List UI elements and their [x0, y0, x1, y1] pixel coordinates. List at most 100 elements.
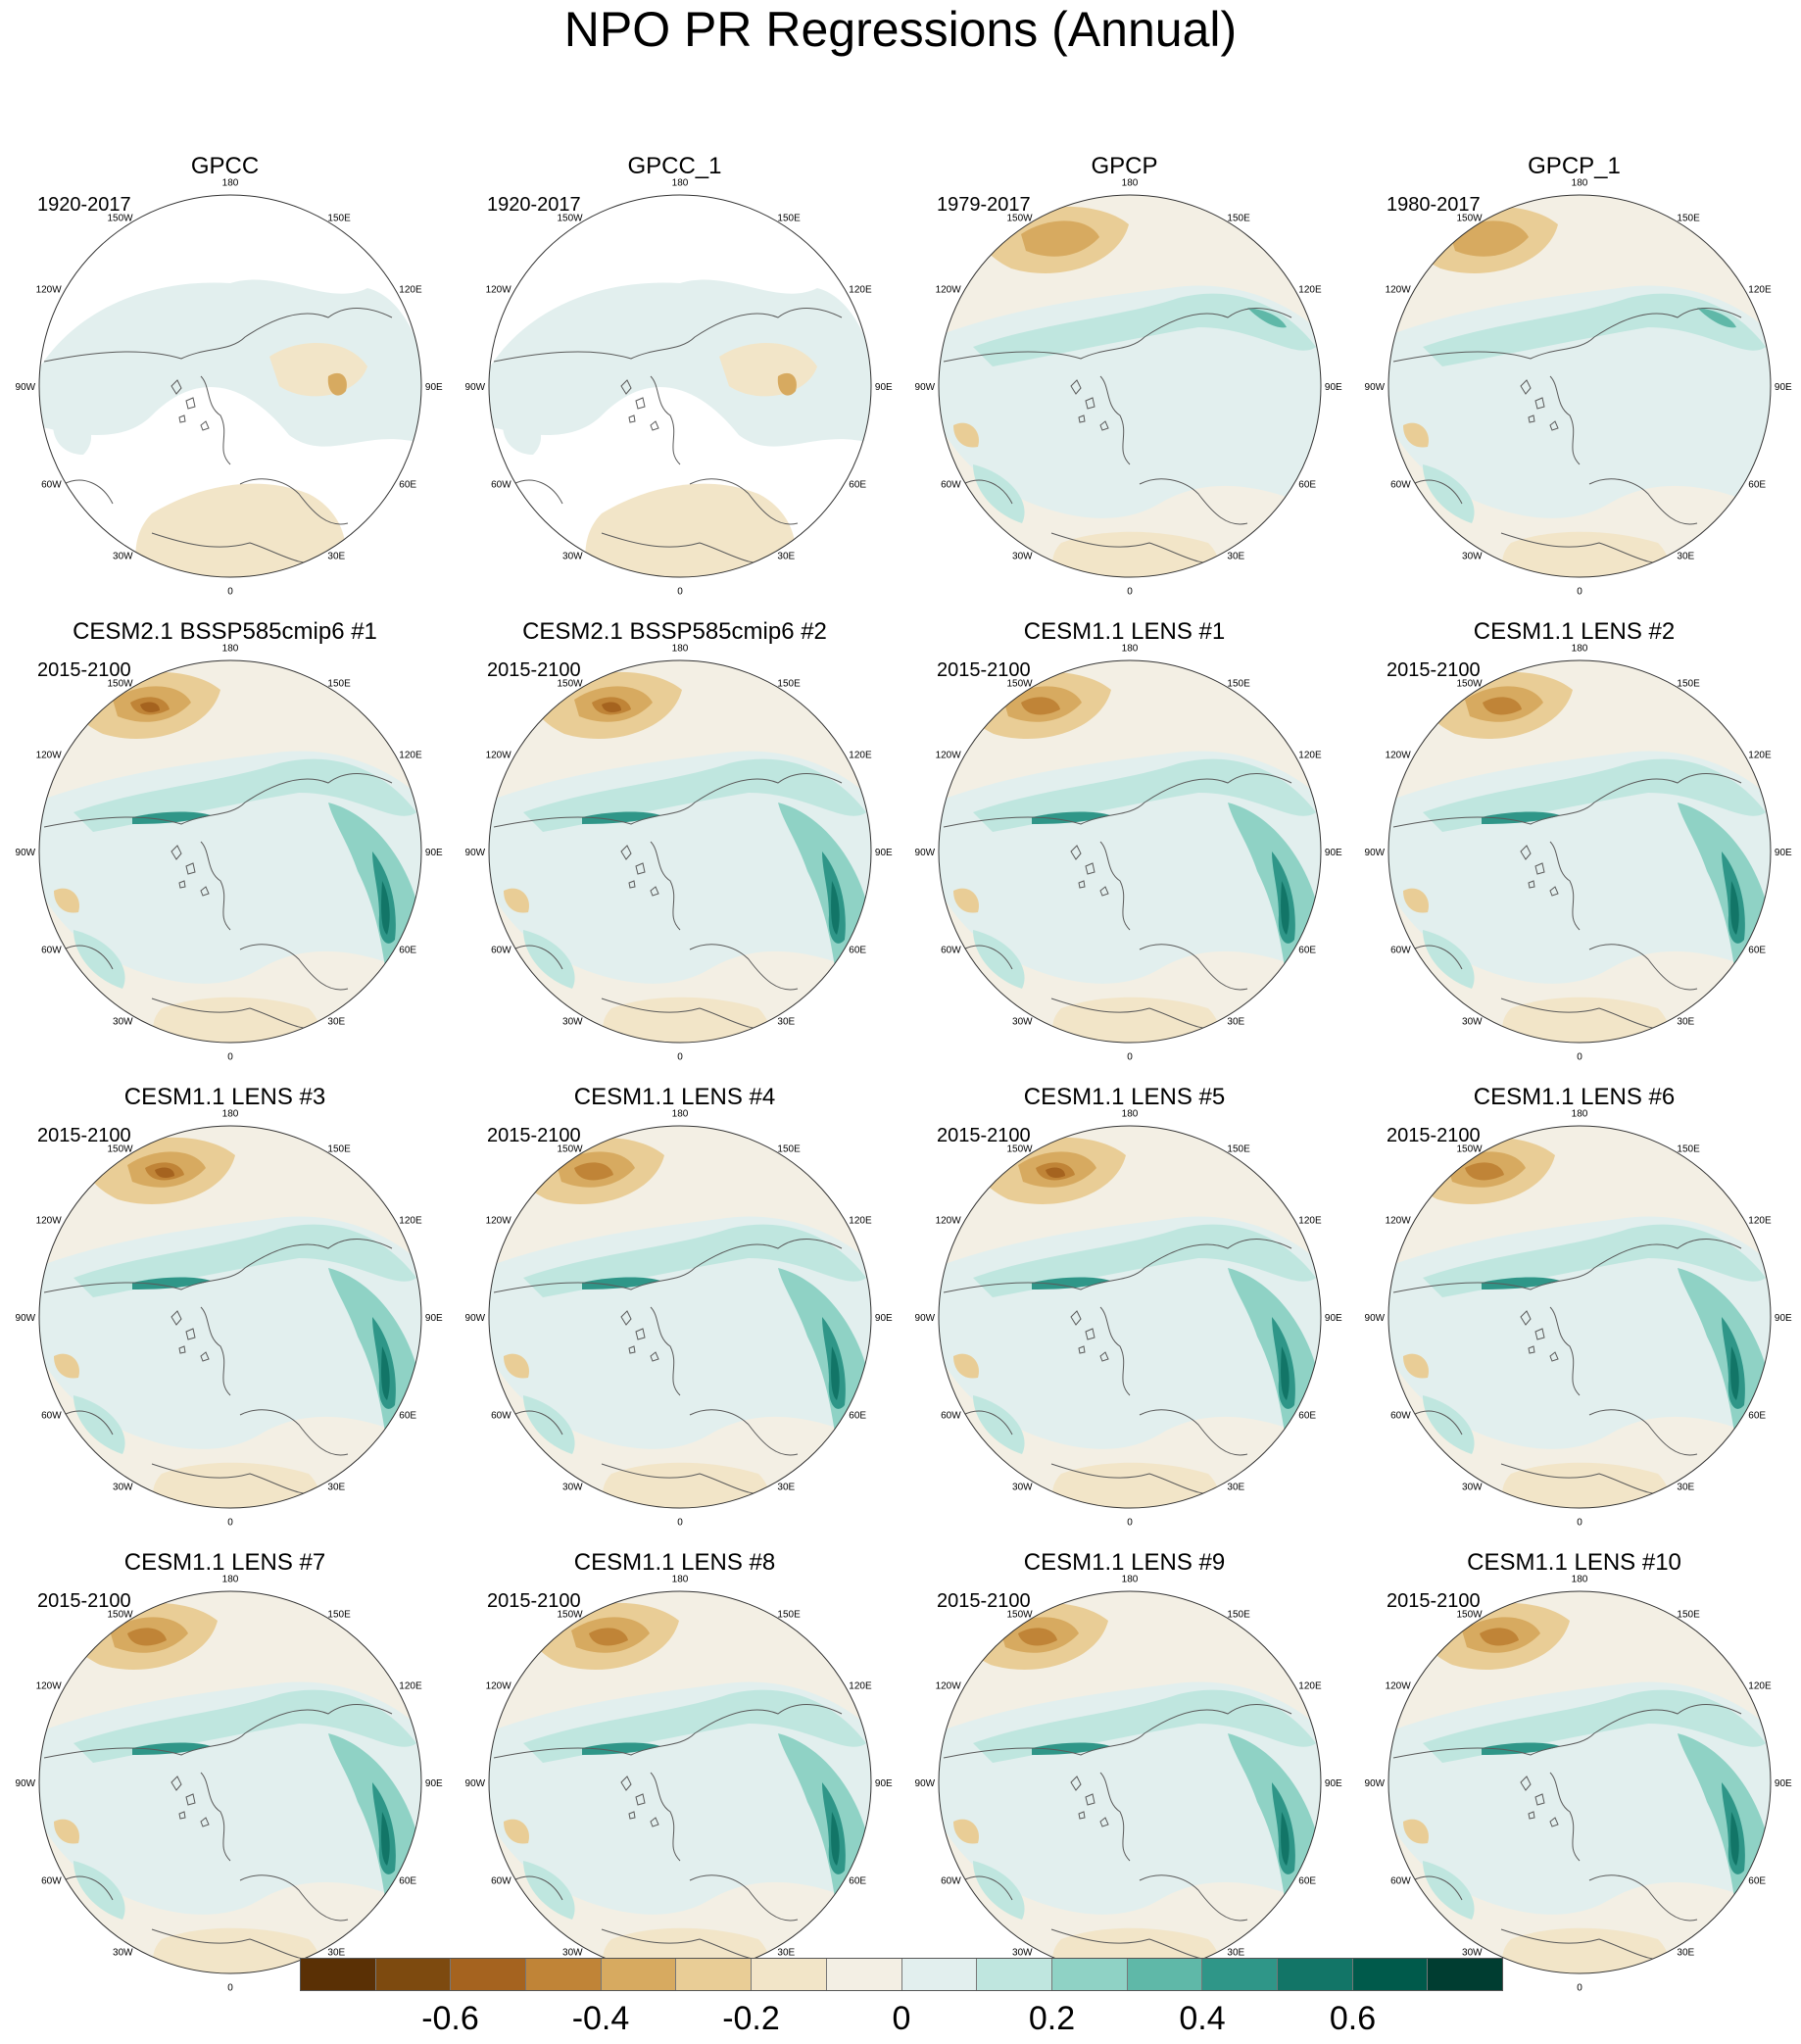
- colorbar-tick-label: -0.6: [421, 2000, 479, 2037]
- map-panel: CESM1.1 LENS #7 180 150W 120W 90W 60W 30W 0 30E 6…: [0, 1455, 450, 1994]
- longitude-label: 0: [677, 1052, 683, 1063]
- colorbar-swatch: [375, 1959, 452, 1990]
- panel-title: GPCP_1: [1528, 153, 1621, 179]
- longitude-label: 90W: [1365, 848, 1386, 858]
- longitude-label: 120E: [1748, 751, 1772, 761]
- longitude-label: 30E: [327, 1947, 345, 1958]
- polar-map: 180 150W 120W 90W 60W 30W 0 30E 60E 90E 120E 150E: [16, 1108, 443, 1528]
- panel-period: 2015-2100: [937, 659, 1031, 681]
- longitude-label: 60W: [491, 946, 511, 956]
- colorbar-swatch: [752, 1959, 827, 1990]
- longitude-label: 90E: [1775, 848, 1792, 858]
- panel-period: 2015-2100: [937, 1125, 1031, 1146]
- longitude-label: 150E: [777, 1144, 801, 1155]
- colorbar-swatch: [1428, 1959, 1502, 1990]
- colorbar-tick-label: 0.6: [1329, 2000, 1377, 2037]
- panel-period: 2015-2100: [487, 1125, 581, 1146]
- colorbar-swatch: [1202, 1959, 1278, 1990]
- polar-map: 180 150W 120W 90W 60W 30W 0 30E 60E 90E 120E 150E: [1365, 643, 1792, 1062]
- longitude-label: 150E: [1227, 679, 1250, 690]
- panel-period: 2015-2100: [487, 1590, 581, 1612]
- longitude-label: 150W: [557, 679, 583, 690]
- longitude-label: 30E: [1677, 1016, 1694, 1027]
- longitude-label: 90E: [875, 382, 893, 393]
- longitude-label: 180: [672, 1574, 689, 1584]
- longitude-label: 60E: [849, 480, 866, 491]
- longitude-label: 120W: [1386, 1681, 1412, 1692]
- colorbar-swatch: [901, 1959, 978, 1990]
- longitude-label: 120E: [849, 751, 872, 761]
- longitude-label: 150E: [327, 679, 351, 690]
- colorbar-tick-label: 0: [892, 2000, 911, 2037]
- colorbar: [300, 1958, 1503, 1991]
- panel-period: 2015-2100: [37, 1590, 131, 1612]
- panel-title: CESM1.1 LENS #3: [123, 1084, 326, 1110]
- longitude-label: 150W: [1006, 1610, 1033, 1621]
- longitude-label: 90W: [465, 1313, 486, 1324]
- longitude-label: 60W: [491, 1411, 511, 1422]
- longitude-label: 90W: [16, 1778, 36, 1789]
- map-panel: CESM1.1 LENS #4 180 150W 120W 90W 60W 30W 0 30E 6…: [450, 990, 900, 1529]
- longitude-label: 60E: [1298, 480, 1316, 491]
- longitude-label: 60W: [941, 946, 961, 956]
- map-panel: GPCP 180 150W 120W 90W 60W 30W 0 30E 60E 90E 120E 15…: [900, 59, 1349, 598]
- longitude-label: 30W: [113, 551, 133, 561]
- longitude-label: 120W: [486, 751, 512, 761]
- longitude-label: 0: [1577, 1983, 1582, 1994]
- colorbar-swatch: [1127, 1959, 1203, 1990]
- longitude-label: 60E: [849, 946, 866, 956]
- longitude-label: 0: [227, 1518, 233, 1529]
- map-panel: CESM1.1 LENS #5 180 150W 120W 90W 60W 30W 0 30E 6…: [900, 990, 1349, 1529]
- longitude-label: 120E: [1298, 285, 1322, 296]
- panel-title: CESM1.1 LENS #4: [573, 1084, 776, 1110]
- longitude-label: 30W: [562, 1482, 583, 1492]
- longitude-label: 60E: [1298, 946, 1316, 956]
- panel-period: 2015-2100: [1387, 659, 1481, 681]
- longitude-label: 60W: [1390, 1411, 1411, 1422]
- panel-title: GPCC: [190, 153, 260, 179]
- colorbar-swatch: [601, 1959, 677, 1990]
- longitude-label: 90W: [16, 382, 36, 393]
- map-panel: GPCC_1 180 150W 120W 90W 60W 30W 0 30E 60E 90E 120E…: [450, 59, 900, 598]
- longitude-label: 90W: [465, 1778, 486, 1789]
- longitude-label: 90W: [1365, 382, 1386, 393]
- panel-title: CESM2.1 BSSP585cmip6 #2: [522, 618, 827, 645]
- panel-period: 1979-2017: [937, 194, 1031, 216]
- longitude-label: 180: [222, 1574, 239, 1584]
- panel-title: CESM1.1 LENS #1: [1023, 618, 1226, 645]
- longitude-label: 150W: [1006, 214, 1033, 224]
- longitude-label: 150W: [557, 1144, 583, 1155]
- longitude-label: 90E: [425, 848, 443, 858]
- colorbar-swatch: [1277, 1959, 1353, 1990]
- longitude-label: 30W: [1462, 1947, 1483, 1958]
- panel-period: 1920-2017: [487, 194, 581, 216]
- panel-period: 2015-2100: [487, 659, 581, 681]
- longitude-label: 0: [227, 587, 233, 598]
- polar-map: 180 150W 120W 90W 60W 30W 0 30E 60E 90E 120E 150E: [915, 643, 1342, 1062]
- longitude-label: 0: [1577, 587, 1582, 598]
- colorbar-swatch: [1352, 1959, 1429, 1990]
- map-panel: CESM1.1 LENS #2 180 150W 120W 90W 60W 30W 0 30E 6…: [1349, 524, 1799, 1063]
- panel-period: 2015-2100: [1387, 1125, 1481, 1146]
- longitude-label: 180: [1122, 177, 1139, 188]
- longitude-label: 30E: [327, 1482, 345, 1492]
- longitude-label: 120W: [936, 751, 962, 761]
- longitude-label: 180: [1572, 177, 1588, 188]
- longitude-label: 90E: [1775, 382, 1792, 393]
- longitude-label: 150E: [327, 1144, 351, 1155]
- longitude-label: 120W: [1386, 1216, 1412, 1227]
- panel-period: 2015-2100: [1387, 1590, 1481, 1612]
- longitude-label: 90E: [1325, 848, 1342, 858]
- longitude-label: 60E: [399, 480, 416, 491]
- longitude-label: 30E: [1677, 551, 1694, 561]
- longitude-label: 90W: [1365, 1778, 1386, 1789]
- map-panel: CESM1.1 LENS #10 180 150W 120W 90W 60W 30W 0 30E…: [1349, 1455, 1799, 1994]
- longitude-label: 60W: [1390, 946, 1411, 956]
- longitude-label: 90E: [1325, 1313, 1342, 1324]
- longitude-label: 60W: [491, 480, 511, 491]
- colorbar-tick-label: 0.2: [1028, 2000, 1076, 2037]
- longitude-label: 60W: [491, 1876, 511, 1887]
- panel-period: 2015-2100: [37, 1125, 131, 1146]
- longitude-label: 120E: [849, 1681, 872, 1692]
- longitude-label: 0: [1127, 1518, 1133, 1529]
